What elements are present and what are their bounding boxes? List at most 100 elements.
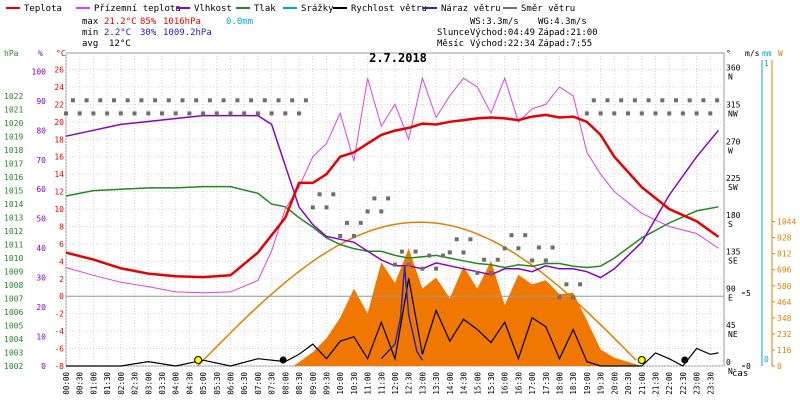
wind-direction-point xyxy=(166,98,171,103)
wind-direction-point xyxy=(297,111,301,116)
tick-label-time: 16:00 xyxy=(501,372,510,395)
wind-direction-point xyxy=(543,258,548,263)
tick-label-time: 23:30 xyxy=(706,372,715,395)
wind-direction-point xyxy=(180,98,185,103)
tick-label-celsius: 14 xyxy=(54,170,64,179)
wind-direction-point xyxy=(639,111,644,116)
tick-label-time: 11:00 xyxy=(364,372,373,395)
tick-label-hpa: 1010 xyxy=(4,254,23,263)
sunset-marker xyxy=(637,356,646,364)
wind-direction-point xyxy=(160,111,164,116)
wind-direction-point xyxy=(290,98,295,103)
tick-label-hpa: 1014 xyxy=(4,200,23,209)
wind-direction-point xyxy=(687,98,692,103)
tick-label-time: 06:00 xyxy=(227,372,236,395)
wind-direction-point xyxy=(715,98,720,103)
stat-min-label: min xyxy=(82,28,98,38)
tick-label-wm2: 116 xyxy=(777,346,792,355)
tick-label-time: 07:00 xyxy=(254,372,263,395)
wind-direction-point xyxy=(674,98,678,103)
wind-direction-point xyxy=(372,196,377,201)
wind-direction-point xyxy=(694,111,699,116)
tick-label-celsius: 22 xyxy=(54,100,64,109)
solar-area xyxy=(66,248,724,366)
tick-label-wm2: 696 xyxy=(777,266,792,275)
wind-direction-point xyxy=(105,111,110,116)
tick-label-direction-name: N xyxy=(728,367,733,376)
tick-label-percent: 100 xyxy=(32,67,47,76)
legend-label: Teplota xyxy=(24,4,62,14)
pressure-line xyxy=(65,185,719,269)
wind-direction-point xyxy=(632,98,637,103)
tick-label-percent: 30 xyxy=(36,274,46,283)
wind-direction-point xyxy=(605,98,610,103)
wind-direction-point xyxy=(406,262,411,267)
tick-label-direction: 135 xyxy=(726,248,741,257)
tick-label-hpa: 1008 xyxy=(4,281,23,290)
tick-label-percent: 50 xyxy=(36,215,46,224)
wind-direction-point xyxy=(420,266,425,271)
stat-min-temp: 2.2°C xyxy=(104,28,131,38)
tick-label-wm2: 0 xyxy=(777,362,782,371)
tick-label-time: 09:00 xyxy=(309,372,318,395)
stat-avg-label: avg xyxy=(82,39,98,49)
tick-label-time: 14:00 xyxy=(446,372,455,395)
wind-direction-point xyxy=(125,98,130,103)
wind-direction-point xyxy=(482,257,487,262)
wind-direction-point xyxy=(365,209,370,214)
wind-ws: WS:3.3m/s xyxy=(470,17,519,27)
wind-direction-point xyxy=(146,111,151,116)
tick-label-hpa: 1003 xyxy=(4,349,23,358)
wind-direction-point xyxy=(489,270,493,275)
tick-label-hpa: 1011 xyxy=(4,241,23,250)
tick-label-time: 19:00 xyxy=(583,372,592,395)
legend: Teplota Přízemní teplota Vlhkost Tlak Srážky… xyxy=(6,4,575,14)
wind-direction-point xyxy=(571,295,576,300)
tick-label-time: 07:30 xyxy=(268,372,277,395)
wind-direction-point xyxy=(667,111,672,116)
wind-direction-point xyxy=(153,98,158,103)
wind-direction-point xyxy=(591,98,596,103)
tick-label-wm2: 1044 xyxy=(777,218,796,227)
wind-direction-point xyxy=(578,282,583,287)
humidity-line xyxy=(65,114,720,279)
tick-label-hpa: 1009 xyxy=(4,268,23,277)
wind-direction-point xyxy=(523,233,528,238)
wind-direction-point xyxy=(386,196,391,201)
wind-direction-point xyxy=(351,234,356,238)
legend-label: Tlak xyxy=(254,4,276,14)
tick-label-direction: 225 xyxy=(726,174,741,183)
tick-label-time: 03:30 xyxy=(158,372,167,395)
moon-set: Západ:7:55 xyxy=(538,39,592,49)
axis-title-ms: m/s xyxy=(745,49,760,58)
solar-layer xyxy=(66,248,724,366)
tick-label-celsius: -4 xyxy=(54,327,64,336)
wind-direction-point xyxy=(393,262,397,267)
wind-direction-point xyxy=(173,111,178,116)
tick-label-celsius: 16 xyxy=(54,153,64,162)
tick-label-wm2: 348 xyxy=(777,314,792,323)
tick-label-wm2: 812 xyxy=(777,250,792,259)
wind-direction-point xyxy=(317,192,322,197)
legend-label: Vlhkost xyxy=(194,4,232,14)
sun-layer xyxy=(197,221,637,367)
axis-title-direction: ° xyxy=(726,49,731,58)
wind-wg: WG:4.3m/s xyxy=(538,17,587,27)
tick-label-time: 18:30 xyxy=(569,372,578,395)
wind-direction-point xyxy=(584,111,589,116)
sun-label: Slunce xyxy=(437,28,470,38)
tick-label-direction-name: W xyxy=(728,146,733,155)
wind-direction-point xyxy=(660,98,665,103)
wind-direction-point xyxy=(550,245,555,250)
tick-label-direction-name: NW xyxy=(728,109,738,118)
temperature-line xyxy=(65,113,720,279)
tick-label-time: 05:30 xyxy=(213,372,222,395)
tick-label-time: 17:00 xyxy=(528,372,537,395)
tick-label-time: 20:00 xyxy=(610,372,619,395)
wind-direction-point xyxy=(701,98,706,103)
stat-max-label: max xyxy=(82,17,99,27)
tick-label-time: 17:30 xyxy=(542,372,551,395)
tick-label-time: 13:30 xyxy=(432,372,441,395)
tick-label-time: 22:30 xyxy=(679,372,688,395)
wind-direction-point xyxy=(708,111,713,116)
